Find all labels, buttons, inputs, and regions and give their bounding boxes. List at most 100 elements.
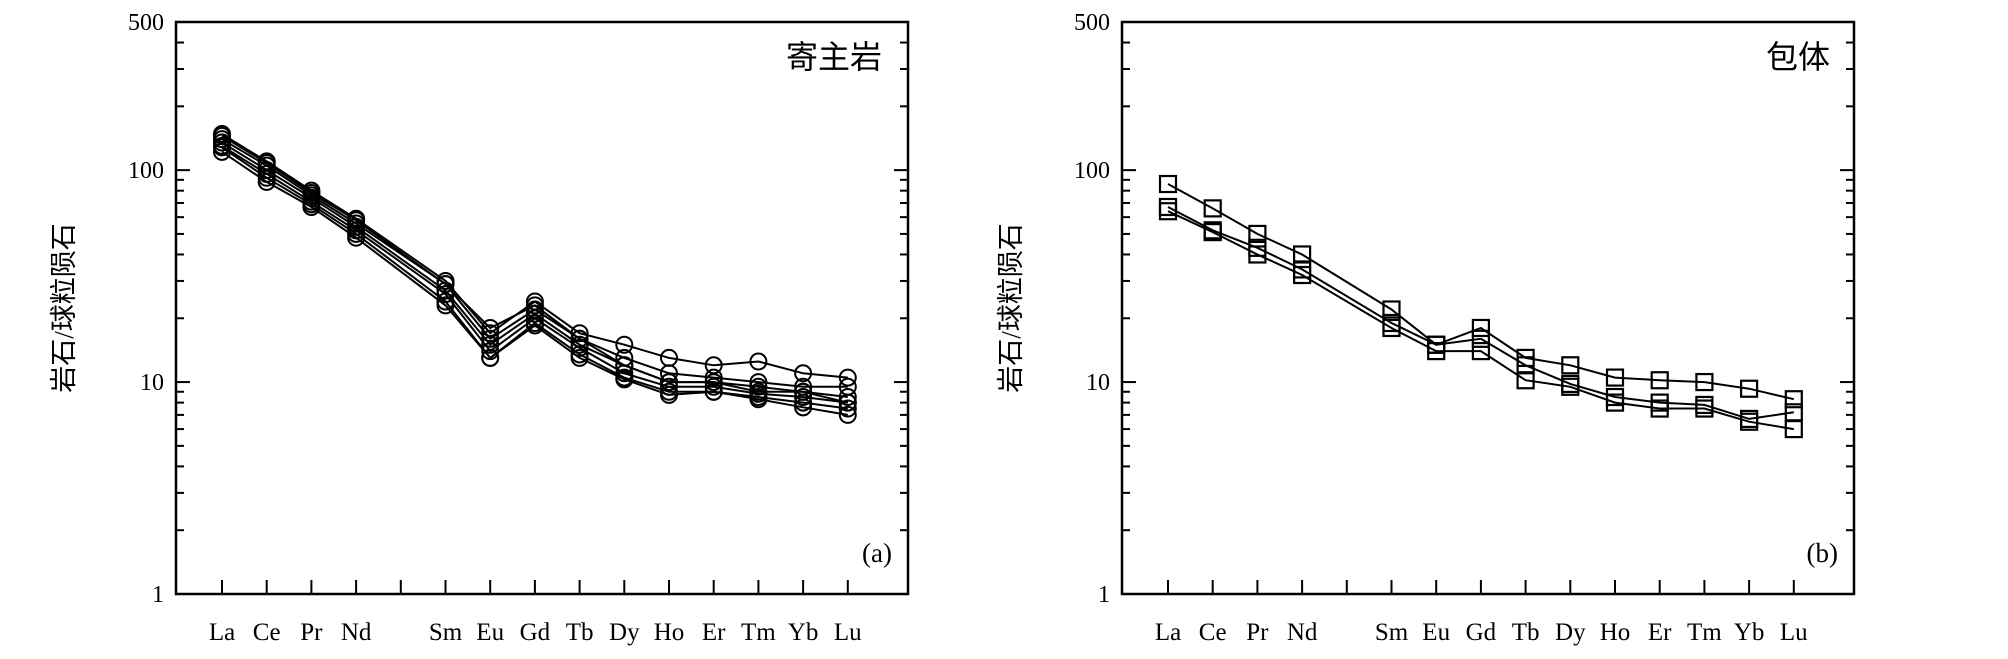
data-point-square — [1695, 372, 1714, 392]
x-tick-label: Dy — [609, 619, 640, 646]
y-tick-label: 500 — [128, 10, 164, 36]
data-point-square — [1650, 371, 1669, 390]
x-tick-label: Pr — [1246, 619, 1269, 646]
data-point-circle — [794, 382, 813, 401]
data-point-circle — [794, 388, 813, 407]
data-point-square — [1203, 199, 1222, 218]
data-point-circle — [794, 364, 813, 383]
data-point-square — [1784, 390, 1803, 409]
data-point-circle — [525, 296, 544, 315]
series — [1158, 174, 1803, 409]
data-point-square — [1382, 318, 1401, 338]
data-point-square — [1605, 368, 1625, 387]
data-point-circle — [704, 377, 723, 396]
series — [1158, 202, 1803, 439]
data-point-square — [1292, 265, 1312, 285]
data-point-square — [1203, 223, 1222, 242]
data-point-circle — [660, 373, 678, 392]
x-tick-label: Gd — [520, 619, 551, 646]
data-point-square — [1516, 371, 1535, 390]
data-point-square — [1739, 412, 1759, 431]
series-line — [221, 141, 848, 398]
data-point-square — [1471, 341, 1491, 361]
series — [213, 125, 857, 387]
data-point-square — [1471, 318, 1491, 338]
data-point-circle — [794, 393, 813, 412]
data-point-circle — [615, 356, 634, 375]
data-point-circle — [257, 154, 276, 173]
x-tick-label: Tb — [566, 619, 594, 646]
data-point-circle — [838, 399, 857, 418]
data-point-circle — [347, 228, 366, 247]
panel-title: 寄主岩 — [786, 39, 882, 75]
data-point-circle — [749, 377, 768, 396]
x-tick-label: Yb — [1734, 619, 1765, 646]
data-point-square — [1158, 174, 1178, 194]
x-tick-label: Sm — [1375, 619, 1409, 646]
data-point-circle — [436, 296, 455, 315]
data-point-square — [1605, 393, 1625, 412]
series — [213, 133, 857, 407]
x-tick-label: Ce — [253, 619, 281, 646]
data-point-square — [1650, 399, 1669, 418]
plot-frame — [1120, 20, 1856, 596]
data-point-square — [1248, 245, 1267, 264]
x-tick-label: La — [209, 619, 235, 646]
data-point-square — [1561, 356, 1580, 375]
data-point-square — [1695, 399, 1714, 418]
panel-label: (b) — [1807, 538, 1838, 568]
data-point-circle — [615, 370, 634, 389]
data-point-circle — [704, 368, 723, 387]
data-point-square — [1248, 224, 1267, 244]
x-tick-label: Lu — [1780, 619, 1808, 646]
y-tick-label: 10 — [140, 370, 164, 396]
data-point-square — [1471, 329, 1491, 348]
x-tick-label: Dy — [1555, 619, 1586, 646]
data-point-circle — [749, 390, 768, 409]
data-point-square — [1158, 197, 1178, 217]
panel-title: 包体 — [1766, 39, 1830, 75]
data-point-circle — [615, 335, 634, 354]
x-tick-label: Tm — [741, 619, 776, 646]
x-tick-label: Gd — [1466, 619, 1497, 646]
panel-host-rock: 寄主岩 (a) 岩石/球粒陨石 1 10 100 500 La Ce Pr Nd Sm Eu Gd T… — [49, 10, 910, 646]
y-tick-label: 10 — [1086, 370, 1110, 396]
data-point-circle — [704, 382, 723, 401]
x-tick-label: Eu — [476, 619, 504, 646]
data-point-circle — [525, 316, 544, 335]
x-tick-label: Lu — [834, 619, 862, 646]
data-point-circle — [302, 184, 321, 203]
x-tick-label: Pr — [300, 619, 323, 646]
x-tick-label: Yb — [788, 619, 819, 646]
data-point-square — [1784, 419, 1803, 439]
y-tick-label: 1 — [152, 582, 164, 608]
x-tick-label: Ho — [654, 619, 685, 646]
data-point-circle — [436, 275, 455, 294]
data-point-square — [1561, 377, 1580, 396]
data-point-circle — [838, 405, 857, 424]
data-point-circle — [302, 197, 321, 216]
data-point-square — [1158, 202, 1178, 221]
plot-frame — [174, 20, 910, 596]
panel-label: (a) — [862, 538, 892, 568]
series-line — [221, 138, 848, 388]
data-point-circle — [570, 329, 589, 348]
data-point-circle — [838, 393, 857, 412]
series-line — [221, 133, 848, 379]
x-tick-label: Ho — [1600, 619, 1631, 646]
y-axis-label: 岩石/球粒陨石 — [49, 223, 79, 393]
data-point-circle — [749, 352, 768, 371]
x-tick-label: Ce — [1199, 619, 1227, 646]
x-tick-label: Nd — [341, 619, 372, 646]
data-point-circle — [749, 373, 768, 392]
data-point-circle — [660, 385, 678, 404]
x-tick-label: Er — [702, 619, 726, 646]
x-tick-label: Tm — [1687, 619, 1722, 646]
y-tick-label: 500 — [1074, 10, 1110, 36]
series — [213, 126, 857, 412]
series-line — [1167, 183, 1795, 401]
data-point-circle — [838, 388, 857, 407]
data-point-circle — [347, 211, 366, 230]
data-point-circle — [481, 348, 500, 367]
